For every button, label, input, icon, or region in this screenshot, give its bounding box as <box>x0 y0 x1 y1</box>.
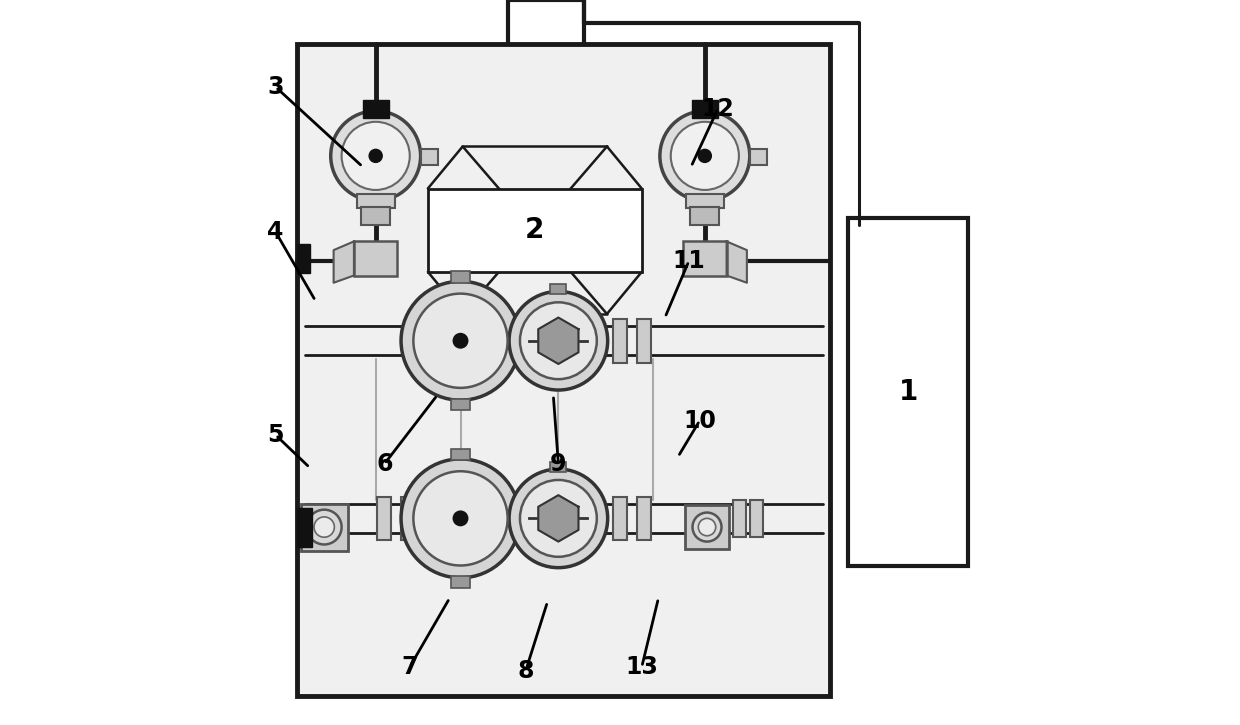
Circle shape <box>671 122 739 190</box>
Circle shape <box>520 302 596 379</box>
Bar <box>357 194 394 208</box>
Bar <box>733 500 746 536</box>
Text: 13: 13 <box>625 655 658 679</box>
Bar <box>848 218 968 566</box>
Bar <box>551 284 567 294</box>
Bar <box>500 497 513 540</box>
Circle shape <box>331 111 420 201</box>
Bar <box>402 497 415 540</box>
Bar <box>686 194 724 208</box>
Circle shape <box>698 518 715 536</box>
Text: 2: 2 <box>525 216 544 244</box>
Text: 1: 1 <box>899 378 918 405</box>
Bar <box>750 149 768 165</box>
Circle shape <box>660 111 750 201</box>
Circle shape <box>413 294 507 388</box>
Bar <box>750 500 763 536</box>
Bar <box>451 449 470 460</box>
Circle shape <box>510 291 608 390</box>
Circle shape <box>454 334 467 348</box>
Polygon shape <box>538 318 579 364</box>
Bar <box>510 319 525 362</box>
Text: 9: 9 <box>551 452 567 476</box>
Polygon shape <box>538 495 579 542</box>
Circle shape <box>314 517 335 537</box>
Bar <box>361 207 391 225</box>
Bar <box>564 497 578 540</box>
Bar <box>353 241 398 276</box>
Text: 5: 5 <box>268 423 284 447</box>
Bar <box>420 149 438 165</box>
Bar <box>564 319 578 362</box>
Circle shape <box>306 510 341 544</box>
Circle shape <box>692 513 722 542</box>
Bar <box>683 241 727 276</box>
Text: 3: 3 <box>268 75 284 99</box>
Circle shape <box>401 459 520 578</box>
Bar <box>691 207 719 225</box>
Bar <box>692 100 718 118</box>
Circle shape <box>370 149 382 162</box>
Bar <box>686 505 729 549</box>
Bar <box>539 319 553 362</box>
Bar <box>637 497 651 540</box>
Circle shape <box>520 480 596 557</box>
Bar <box>486 319 500 362</box>
Bar <box>377 497 392 540</box>
Bar <box>428 319 441 362</box>
Text: 8: 8 <box>517 658 534 683</box>
Bar <box>637 319 651 362</box>
Circle shape <box>341 122 409 190</box>
Circle shape <box>454 511 467 526</box>
Polygon shape <box>727 241 746 283</box>
Text: 7: 7 <box>402 655 418 679</box>
Bar <box>405 319 419 362</box>
Text: 11: 11 <box>672 249 706 273</box>
Circle shape <box>401 281 520 400</box>
Bar <box>301 504 348 551</box>
Bar <box>298 507 312 547</box>
Bar <box>451 271 470 283</box>
Bar <box>613 497 627 540</box>
Circle shape <box>510 469 608 568</box>
Bar <box>298 244 310 273</box>
Bar <box>428 188 642 272</box>
Bar <box>451 399 470 410</box>
Bar <box>551 462 567 472</box>
Text: 4: 4 <box>268 220 284 244</box>
Circle shape <box>698 149 712 162</box>
Bar <box>451 576 470 588</box>
Bar <box>475 497 489 540</box>
Text: 6: 6 <box>376 452 393 476</box>
Bar <box>539 497 553 540</box>
Polygon shape <box>334 241 353 283</box>
Bar <box>298 44 831 696</box>
Text: 10: 10 <box>683 408 717 433</box>
Bar <box>613 319 627 362</box>
Bar <box>362 100 388 118</box>
Circle shape <box>413 471 507 566</box>
Text: 12: 12 <box>702 96 734 121</box>
